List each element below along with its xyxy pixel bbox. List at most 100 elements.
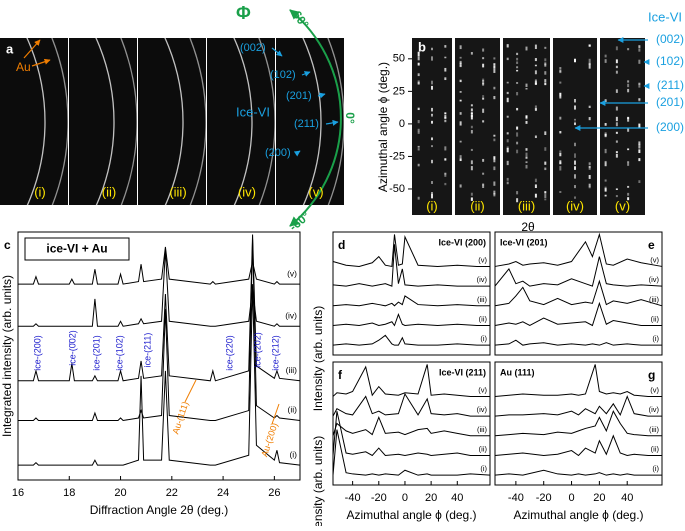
arrow (317, 92, 326, 99)
trace (494, 279, 663, 307)
diffraction-spot (615, 65, 618, 69)
trace (18, 249, 300, 327)
diffraction-spot (470, 130, 473, 134)
diffraction-spot (506, 81, 509, 84)
diffraction-spot (588, 162, 591, 165)
diffraction-spot (506, 146, 509, 150)
diffraction-spot (588, 167, 591, 170)
diffraction-spot (493, 65, 496, 69)
diffraction-spot (588, 62, 591, 66)
trace (494, 232, 663, 267)
arrow (301, 71, 311, 77)
panel-label: b (418, 39, 426, 54)
diffraction-spot (482, 183, 485, 186)
frame-label: (ii) (470, 198, 484, 213)
diffraction-spot (431, 194, 433, 199)
trace-label: (ii) (288, 405, 298, 415)
diffraction-spot (470, 112, 473, 117)
annotation-line (271, 403, 280, 425)
diffraction-spot (482, 95, 485, 97)
trace-label: (i) (480, 334, 487, 343)
diffraction-spot (482, 97, 485, 100)
diffraction-spot (604, 160, 607, 163)
trace (332, 392, 490, 417)
diffraction-spot (559, 69, 562, 73)
diffraction-spot (604, 194, 607, 197)
diffraction-spot (516, 69, 519, 72)
diffraction-spot (482, 108, 485, 113)
diffraction-spot (574, 105, 576, 110)
y-tick-label: 50 (393, 53, 405, 65)
diffraction-spot (559, 67, 562, 70)
diffraction-spot (482, 172, 485, 175)
trace-label: (iv) (477, 405, 488, 414)
diffraction-spot (493, 86, 496, 90)
chart-title: ice-VI + Au (46, 242, 107, 256)
trace (18, 284, 301, 466)
frame-label: (iv) (566, 198, 584, 213)
image-strip (600, 38, 645, 215)
diffraction-spot (559, 92, 562, 97)
diffraction-spot (459, 155, 462, 159)
diffraction-spot (604, 186, 607, 189)
diffraction-spot (574, 58, 576, 63)
trace (332, 234, 490, 268)
diffraction-spot (417, 51, 420, 57)
diffraction-spot (638, 145, 641, 149)
x-tick-label: 18 (63, 487, 75, 499)
diffraction-spot (615, 131, 618, 134)
trace-label: (i) (652, 464, 659, 473)
diffraction-spot (525, 116, 528, 119)
diffraction-spot (431, 192, 433, 195)
diffraction-spot (574, 196, 576, 199)
trace-label: (iv) (285, 310, 297, 320)
diffraction-spot (493, 134, 496, 137)
frame (26, 38, 68, 205)
diffraction-spot (559, 71, 562, 74)
diffraction-spot (574, 118, 576, 121)
diffraction-spot (544, 198, 547, 201)
panel-label: c (4, 238, 11, 252)
diffraction-spot (588, 64, 591, 69)
diffraction-spot (638, 180, 641, 184)
diffraction-spot (482, 57, 485, 60)
panel-label: f (338, 368, 343, 382)
diffraction-spot (615, 188, 618, 191)
frame-label: (iv) (238, 184, 256, 199)
diffraction-spot (588, 63, 591, 66)
panel-label: g (648, 368, 655, 382)
diffraction-spot (638, 143, 641, 149)
x-axis-label: Azimuthal angle ϕ (deg.) (513, 508, 643, 522)
ice-label: Ice-VI (236, 104, 270, 119)
diffraction-spot (506, 97, 509, 103)
diffraction-spot (470, 104, 473, 107)
annotation-line (184, 379, 197, 403)
diffraction-spot (516, 61, 519, 64)
plot-frame (494, 361, 663, 486)
peak-annotation: ice-(202) (252, 332, 262, 368)
diffraction-spot (604, 188, 607, 192)
peak-annotation: ice-(220) (224, 335, 234, 371)
diffraction-spot (459, 60, 462, 64)
diffraction-spot (534, 44, 537, 50)
diffraction-spot (431, 120, 433, 124)
panel-label: d (338, 238, 345, 252)
diffraction-spot (459, 79, 462, 83)
diffraction-spot (588, 105, 591, 109)
x-tick-label: 26 (268, 487, 280, 499)
trace-label: (ii) (479, 314, 488, 323)
peak-annotation: ice-(0̄02) (67, 330, 77, 366)
chart-title: Ice-VI (201) (500, 237, 548, 247)
diffraction-spot (431, 159, 433, 164)
reflection-label: (200) (656, 120, 684, 134)
diffraction-spot (459, 56, 462, 59)
diffraction-spot (459, 99, 462, 102)
x-axis-label: Azimuthal angle ϕ (deg.) (346, 508, 476, 522)
diffraction-spot (470, 148, 473, 151)
peak-annotation: ice-(200) (32, 335, 42, 371)
diffraction-spot (516, 126, 519, 130)
diffraction-spot (493, 190, 496, 195)
y-tick-label: -25 (389, 150, 405, 162)
panel-label: a (6, 41, 14, 56)
chart-title: Ice-VI (200) (438, 237, 486, 247)
